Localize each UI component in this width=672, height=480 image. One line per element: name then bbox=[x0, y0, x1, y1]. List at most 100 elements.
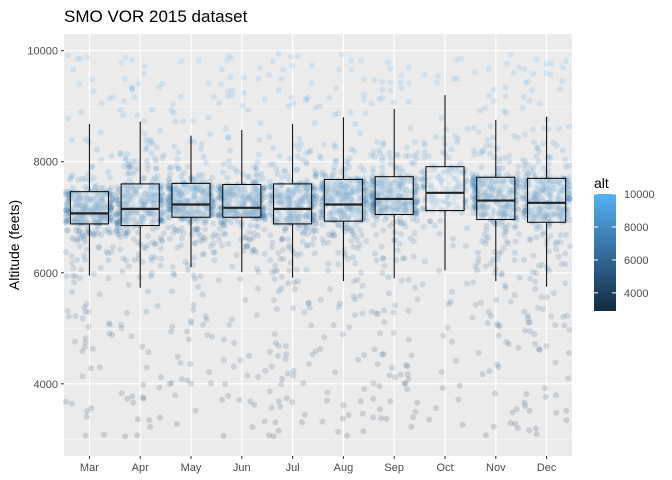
data-point bbox=[181, 169, 188, 176]
data-point bbox=[326, 94, 333, 101]
data-point bbox=[203, 209, 209, 216]
data-point bbox=[392, 200, 399, 207]
data-point bbox=[69, 288, 76, 295]
data-point bbox=[428, 197, 434, 203]
data-point bbox=[461, 199, 468, 206]
data-point bbox=[303, 177, 310, 184]
data-point bbox=[159, 182, 166, 189]
data-point bbox=[401, 176, 408, 183]
data-point bbox=[199, 189, 206, 196]
data-point bbox=[300, 212, 307, 219]
data-point bbox=[63, 190, 70, 197]
data-point bbox=[90, 196, 97, 203]
data-point bbox=[305, 188, 312, 195]
data-point bbox=[242, 211, 249, 218]
data-point bbox=[268, 404, 275, 411]
data-point bbox=[222, 231, 229, 238]
data-point bbox=[229, 87, 236, 93]
data-point bbox=[189, 204, 196, 211]
data-point bbox=[386, 190, 393, 196]
data-point bbox=[274, 189, 281, 195]
data-point bbox=[62, 188, 69, 195]
data-point bbox=[340, 402, 347, 409]
data-point bbox=[143, 198, 150, 205]
box bbox=[222, 183, 262, 218]
data-point bbox=[157, 215, 163, 222]
data-point bbox=[137, 199, 144, 205]
data-point bbox=[325, 185, 332, 192]
data-point bbox=[149, 220, 156, 227]
data-point bbox=[373, 201, 379, 208]
data-point bbox=[363, 187, 370, 194]
data-point bbox=[122, 214, 129, 221]
data-point bbox=[369, 182, 376, 189]
data-point bbox=[285, 190, 292, 197]
data-point bbox=[390, 183, 397, 190]
data-point bbox=[532, 425, 539, 432]
data-point bbox=[225, 191, 232, 198]
data-point bbox=[253, 191, 260, 198]
data-point bbox=[397, 199, 404, 206]
data-point bbox=[69, 260, 75, 266]
data-point bbox=[228, 55, 235, 61]
data-point bbox=[64, 205, 71, 212]
data-point bbox=[345, 179, 352, 186]
data-point bbox=[308, 322, 315, 329]
data-point bbox=[174, 186, 181, 193]
data-point bbox=[150, 201, 157, 208]
data-point bbox=[390, 208, 397, 215]
data-point bbox=[220, 185, 227, 192]
data-point bbox=[292, 185, 298, 192]
data-point bbox=[92, 231, 98, 238]
data-point bbox=[141, 71, 148, 77]
data-point bbox=[358, 269, 365, 276]
data-point bbox=[379, 183, 386, 190]
data-point bbox=[152, 165, 159, 172]
data-point bbox=[84, 408, 91, 415]
data-point bbox=[286, 267, 293, 274]
data-point bbox=[324, 198, 331, 205]
x-tick-label: Jun bbox=[233, 462, 251, 474]
data-point bbox=[368, 207, 375, 213]
data-point bbox=[120, 214, 127, 221]
data-point bbox=[197, 195, 204, 202]
data-point bbox=[469, 314, 476, 321]
data-point bbox=[224, 56, 231, 63]
data-point bbox=[363, 196, 369, 203]
data-point bbox=[170, 101, 177, 108]
data-point bbox=[184, 262, 191, 268]
data-point bbox=[248, 208, 255, 214]
data-point bbox=[236, 397, 243, 403]
data-point bbox=[428, 185, 435, 192]
data-point bbox=[303, 160, 310, 167]
data-point bbox=[377, 182, 384, 189]
data-point bbox=[305, 216, 312, 223]
data-point bbox=[246, 212, 253, 218]
data-point bbox=[204, 186, 210, 193]
data-point bbox=[295, 183, 302, 190]
data-point bbox=[193, 195, 200, 202]
data-point bbox=[506, 152, 513, 159]
data-point bbox=[550, 290, 557, 297]
data-point bbox=[377, 191, 384, 198]
data-point bbox=[98, 216, 105, 223]
data-point bbox=[427, 218, 434, 225]
data-point bbox=[534, 145, 541, 152]
data-point bbox=[268, 197, 275, 204]
data-point bbox=[281, 227, 288, 234]
data-point bbox=[257, 190, 264, 197]
data-point bbox=[318, 201, 325, 208]
data-point bbox=[195, 206, 202, 213]
data-point bbox=[438, 369, 445, 376]
data-point bbox=[343, 158, 350, 165]
data-point bbox=[347, 206, 354, 213]
data-point bbox=[223, 187, 230, 194]
data-point bbox=[437, 217, 444, 224]
data-point bbox=[369, 201, 376, 208]
data-point bbox=[131, 187, 138, 194]
data-point bbox=[174, 353, 181, 360]
data-point bbox=[122, 75, 128, 82]
data-point bbox=[93, 182, 99, 189]
data-point bbox=[385, 204, 392, 211]
data-point bbox=[488, 260, 494, 267]
